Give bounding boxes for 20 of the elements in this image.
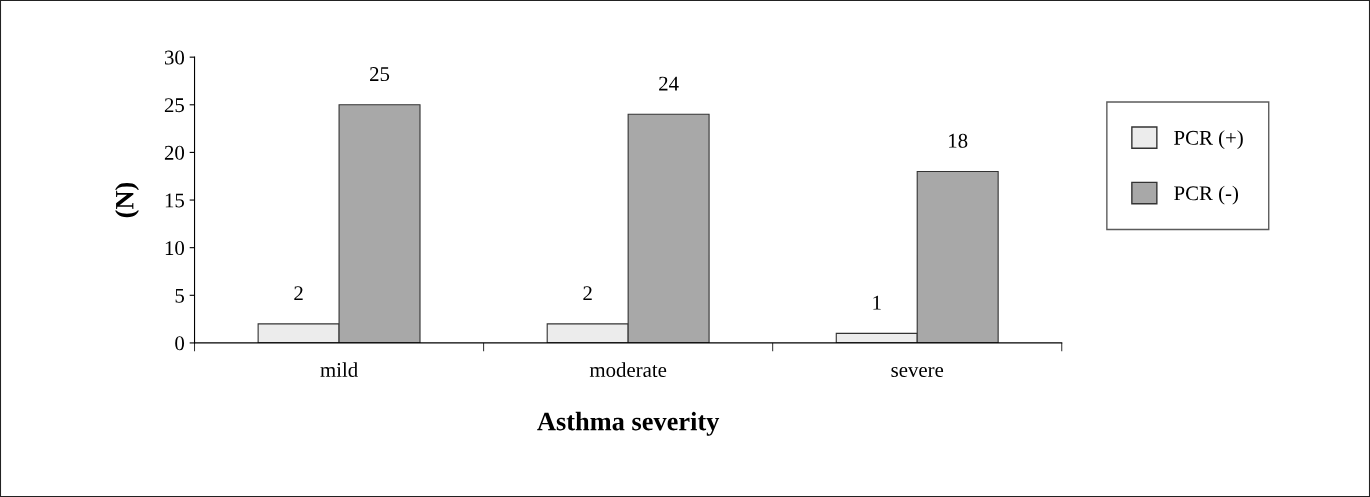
data-label: 1: [873, 295, 881, 310]
x-tick-label: moderate: [589, 362, 667, 378]
y-tick-label: 20: [164, 145, 185, 160]
data-label: 2: [294, 286, 303, 300]
legend-label: PCR (-): [1174, 185, 1239, 205]
data-label: 24: [659, 76, 679, 91]
y-tick-label: 10: [165, 241, 185, 256]
y-tick-label: 25: [164, 98, 184, 113]
y-tick-label: 5: [175, 288, 184, 303]
data-label: 2: [583, 286, 592, 300]
data-label: 25: [370, 67, 390, 82]
y-tick-label: 30: [164, 50, 185, 65]
data-label: 18: [949, 133, 968, 148]
x-tick-label: severe: [891, 367, 944, 378]
legend-label: PCR (+): [1174, 130, 1243, 150]
y-tick-label: 15: [165, 193, 184, 208]
x-axis-title: Asthma severity: [537, 411, 720, 436]
x-tick-label: mild: [320, 362, 358, 378]
y-axis-title: (N): [115, 182, 139, 218]
y-tick-label: 0: [175, 336, 185, 351]
